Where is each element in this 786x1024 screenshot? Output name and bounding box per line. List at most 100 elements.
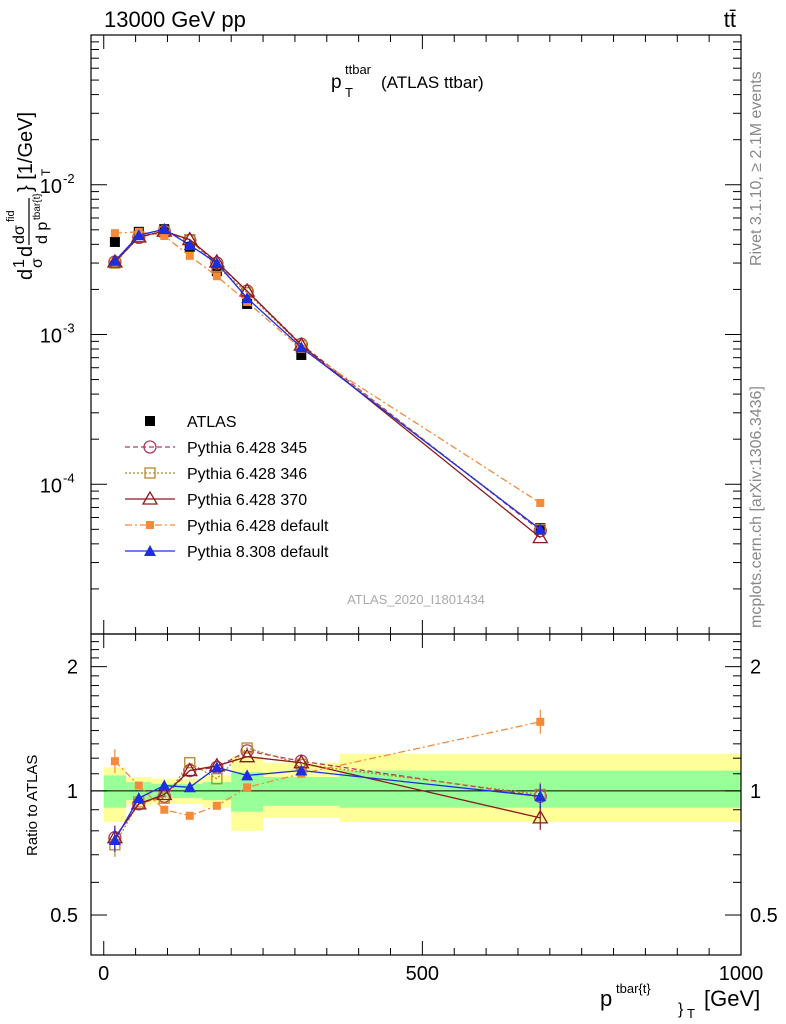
ratio-point-p8 <box>210 761 223 773</box>
point-pdefault <box>160 231 169 240</box>
ratio-point-pdefault <box>185 811 194 820</box>
ratio-point-pdefault <box>536 717 545 726</box>
legend-label-p346: Pythia 6.428 346 <box>187 466 307 483</box>
ratio-y-tick-label-right: 1 <box>750 781 761 803</box>
y-tick-label-exp: -2 <box>63 171 75 186</box>
ratio-y-tick-label: 0.5 <box>50 905 78 927</box>
ratio-point-p346 <box>158 792 170 804</box>
point-p8 <box>295 341 308 353</box>
y-tick-label-exp: -3 <box>63 321 75 336</box>
y-tick-label-exp: -4 <box>63 470 75 485</box>
ylabel-d: d <box>15 269 37 280</box>
ratio-point-p370 <box>181 762 198 777</box>
series-line-p346 <box>114 231 541 530</box>
ratio-series <box>106 709 549 857</box>
ratio-line-pdefault <box>114 721 541 817</box>
ratio-point-p8 <box>183 781 196 793</box>
ratio-point-p8 <box>241 769 254 781</box>
ratio-y-tick-label-right: 2 <box>750 657 761 679</box>
legend-item: Pythia 6.428 345 <box>125 440 307 457</box>
ylabel-dp: d p <box>34 222 51 244</box>
ratio-line-p8 <box>114 766 541 841</box>
collision-label: 13000 GeV pp <box>104 7 246 32</box>
ylabel-dsigma: dσ <box>11 225 28 244</box>
main-series <box>106 222 549 544</box>
ratio-line-p345 <box>114 750 541 839</box>
band-inner <box>263 777 340 806</box>
point-pdefault <box>185 251 194 260</box>
series-line-p8 <box>114 228 541 530</box>
ratio-point-pdefault <box>212 801 221 810</box>
mcplots-label: mcplots.cern.ch [arXiv:1306.3436] <box>748 386 765 628</box>
legend-marker-p370 <box>141 490 159 505</box>
plot-title: p ttbar T (ATLAS ttbar) <box>331 62 484 100</box>
point-p8 <box>241 292 254 304</box>
title-suffix: (ATLAS ttbar) <box>381 73 484 92</box>
ratio-point-p370 <box>238 748 256 763</box>
xlabel-sup: tbar{t} <box>616 981 651 996</box>
point-p370 <box>106 253 124 268</box>
process-label: tt̄ <box>724 7 736 32</box>
point-atlas <box>109 236 120 247</box>
ratio-point-p8 <box>534 790 547 802</box>
point-p8 <box>183 239 196 251</box>
xlabel-sub: } <box>678 1001 684 1018</box>
legend-marker-pdefault <box>146 521 154 529</box>
y-tick-label: 10 -2 <box>40 171 75 198</box>
xlabel-base: p <box>600 986 612 1011</box>
x-axis-label: p tbar{t} } T [GeV] <box>600 981 760 1021</box>
xlabel-subT: T <box>687 1006 695 1021</box>
ylabel-unit: } [1/GeV] <box>15 112 37 192</box>
ratio-frame <box>90 633 742 956</box>
ylabel-frac-num: 1 <box>11 259 28 268</box>
ylabel-frac-den: σ <box>29 258 46 268</box>
legend-marker-p8 <box>144 545 156 556</box>
legend-label-p345: Pythia 6.428 345 <box>187 440 307 457</box>
series-line-pdefault <box>114 231 541 504</box>
ratio-point-pdefault <box>134 781 143 790</box>
ylabel-d2: d <box>15 246 37 257</box>
point-pdefault <box>536 498 545 507</box>
point-p370 <box>532 529 549 544</box>
series-line-p370 <box>114 230 541 539</box>
point-pdefault <box>212 272 221 281</box>
ylabel-dp-sub: tbar{t} <box>32 193 43 220</box>
legend-item: Pythia 6.428 346 <box>125 466 307 483</box>
ratio-y-tick-label: 2 <box>67 657 78 679</box>
y-axis-label-ratio: Ratio to ATLAS <box>24 755 41 856</box>
legend-item: Pythia 6.428 default <box>125 518 329 535</box>
ratio-point-pdefault <box>110 757 119 766</box>
point-p8 <box>210 257 223 269</box>
ratio-y-tick-label: 1 <box>67 781 78 803</box>
point-pdefault <box>110 229 119 238</box>
x-tick-label: 500 <box>406 963 439 985</box>
ratio-point-p8 <box>295 764 308 776</box>
ratio-point-p346 <box>211 773 223 785</box>
legend-label-atlas: ATLAS <box>187 414 237 431</box>
xlabel-unit: [GeV] <box>704 986 760 1011</box>
y-tick-label-base: 10 <box>40 475 62 497</box>
ylabel-dsigma-sup: fid <box>5 210 17 222</box>
point-p8 <box>534 523 547 535</box>
ratio-point-p370 <box>156 786 173 801</box>
point-p8 <box>132 229 145 241</box>
ratio-point-p346 <box>241 742 253 754</box>
band-inner <box>103 775 127 808</box>
legend-marker-p345 <box>143 440 157 454</box>
x-tick-label: 1000 <box>719 963 764 985</box>
y-tick-label: 10 -4 <box>40 470 75 497</box>
ratio-point-p370 <box>532 809 549 824</box>
point-p8 <box>108 254 121 266</box>
point-atlas <box>296 349 307 360</box>
ratio-point-pdefault <box>243 783 252 792</box>
title-sub: T <box>345 85 353 100</box>
ratio-y-tick-label-right: 0.5 <box>750 905 778 927</box>
y-tick-label-base: 10 <box>40 326 62 348</box>
legend-label-p370: Pythia 6.428 370 <box>187 492 307 509</box>
legend-marker-p346 <box>144 467 156 479</box>
legend-label-pdefault: Pythia 6.428 default <box>187 518 329 535</box>
point-p8 <box>158 223 171 235</box>
legend-item: ATLAS <box>145 414 237 431</box>
title-base: p <box>331 72 342 93</box>
